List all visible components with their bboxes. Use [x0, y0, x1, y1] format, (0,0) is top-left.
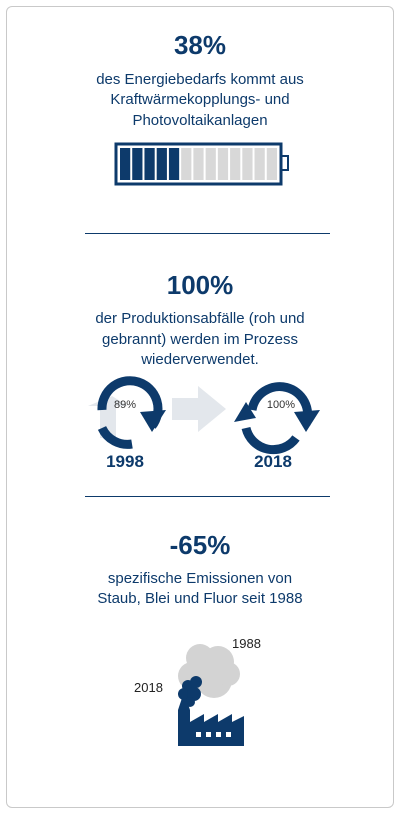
battery-cell-filled	[144, 148, 155, 180]
battery-icon	[114, 142, 289, 186]
energy-description-line-1: des Energiebedarfs kommt aus	[96, 71, 304, 88]
emissions-description-line-2: Staub, Blei und Fluor seit 1988	[97, 590, 303, 607]
battery-cell-empty	[181, 148, 192, 180]
cycle-percent-2018: 100%	[266, 399, 296, 411]
energy-stat: 38%	[173, 30, 227, 60]
waste-description-line-2: gebrannt) werden im Prozess	[102, 331, 298, 348]
battery-cell-empty	[266, 148, 277, 180]
battery-cell-empty	[254, 148, 265, 180]
recycle-cycle-icon-2018	[234, 382, 320, 455]
recycle-cycle-icon-1998	[88, 376, 166, 449]
emissions-stat: -65%	[169, 530, 231, 560]
waste-description-line-1: der Produktionsabfälle (roh und	[95, 310, 305, 327]
battery-cell-filled	[132, 148, 143, 180]
factory-icon	[178, 698, 244, 746]
battery-cell-filled	[120, 148, 131, 180]
waste-description-line-3: wiederverwendet.	[141, 351, 259, 368]
cycle-percent-1998: 89%	[113, 399, 137, 411]
battery-cell-empty	[242, 148, 253, 180]
section-divider-1	[85, 233, 330, 234]
section-divider-2	[85, 496, 330, 497]
year-label-1998: 1998	[106, 452, 144, 471]
cloud-year-1988: 1988	[232, 636, 261, 651]
battery-cell-filled	[156, 148, 167, 180]
energy-description-line-2: Kraftwärmekopplungs- und	[110, 91, 290, 108]
energy-description-line-3: Photovoltaikanlagen	[132, 112, 268, 129]
cloud-year-2018: 2018	[134, 680, 163, 695]
year-label-2018: 2018	[254, 452, 292, 471]
waste-stat: 100%	[166, 270, 234, 300]
forward-arrow-icon	[172, 386, 226, 432]
smoke-cloud-icon	[178, 644, 240, 707]
battery-cell-empty	[205, 148, 216, 180]
emissions-description-line-1: spezifische Emissionen von	[107, 570, 293, 587]
battery-cell-empty	[230, 148, 241, 180]
battery-cell-empty	[217, 148, 229, 180]
battery-cell-filled	[168, 148, 180, 180]
battery-cell-empty	[193, 148, 204, 180]
